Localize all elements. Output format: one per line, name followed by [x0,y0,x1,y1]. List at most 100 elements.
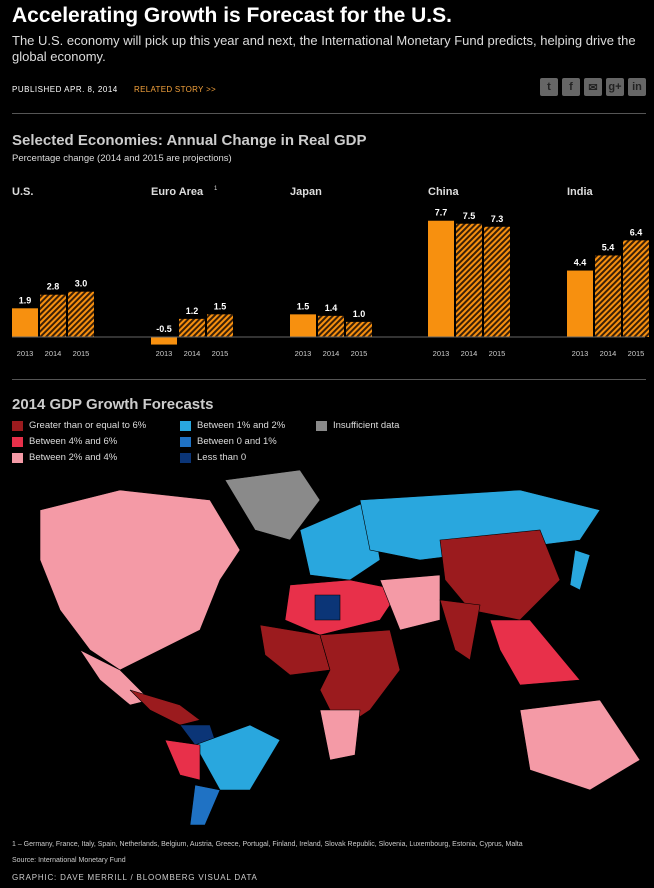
credit: GRAPHIC: DAVE MERRILL / BLOOMBERG VISUAL… [12,873,258,882]
legend-swatch [12,436,23,447]
bar [179,318,205,337]
data-label: 1.0 [353,309,366,319]
region-north-america [39,489,241,671]
tick-label: 2015 [628,349,645,358]
region-brazil [194,724,281,791]
source: Source: International Monetary Fund [12,857,126,864]
legend-label: Insufficient data [333,420,400,431]
bar [290,314,316,337]
email-icon[interactable]: ✉ [584,78,602,96]
data-label: 6.4 [630,227,643,237]
data-label: 2.8 [47,282,60,292]
legend-label: Between 0 and 1% [197,436,277,447]
legend-item: Between 1% and 2% [180,420,285,431]
legend-item: Greater than or equal to 6% [12,420,146,431]
tick-label: 2013 [572,349,589,358]
page-title: Accelerating Growth is Forecast for the … [12,4,452,27]
chart-title: Selected Economies: Annual Change in Rea… [12,132,367,149]
region-libya [314,594,341,621]
group-label: U.S. [12,186,33,198]
data-label: 4.4 [574,258,587,268]
bar [456,223,482,337]
region-central-america [129,689,201,726]
legend-swatch [180,436,191,447]
legend-item: Between 4% and 6% [12,436,117,447]
bar [40,294,66,337]
tick-label: 2014 [45,349,62,358]
legend-label: Between 1% and 2% [197,420,286,431]
data-label: 7.7 [435,208,448,218]
region-north-africa [284,579,401,636]
group-label: Euro Area [151,186,204,198]
region-australia [519,699,641,791]
bar [567,270,593,337]
bar [318,315,344,337]
tick-label: 2014 [461,349,478,358]
divider [12,113,646,114]
tick-label: 2015 [212,349,229,358]
data-label: 1.9 [19,295,32,305]
legend-swatch [180,452,191,463]
region-europe [299,499,381,581]
tick-label: 2015 [73,349,90,358]
published-label: PUBLISHED [12,85,62,94]
bar [12,308,38,337]
legend-label: Between 4% and 6% [29,436,118,447]
bar [484,226,510,337]
region-india [439,599,481,661]
bar-chart: U.S. 1.9 2013 2.8 2014 3.0 2015 Euro Area 1 -0.5 2… [12,186,649,358]
group-label: Japan [290,186,322,198]
google-plus-icon[interactable]: g+ [606,78,624,96]
legend-swatch [12,420,23,431]
twitter-icon[interactable]: t [540,78,558,96]
legend-swatch [180,420,191,431]
legend-label: Greater than or equal to 6% [29,420,147,431]
divider [12,379,646,380]
related-story-link[interactable]: RELATED STORY >> [134,85,217,94]
data-label: -0.5 [156,324,172,334]
footnote: 1 – Germany, France, Italy, Spain, Nethe… [12,841,523,848]
region-southeast-asia [489,619,581,686]
footnote-mark: 1 [214,186,218,192]
bar [428,220,454,337]
linkedin-icon[interactable]: in [628,78,646,96]
group-label: India [567,186,594,198]
region-argentina [189,784,221,825]
data-label: 1.4 [325,303,338,313]
facebook-icon[interactable]: f [562,78,580,96]
tick-label: 2013 [433,349,450,358]
bar [346,321,372,337]
tick-label: 2014 [323,349,340,358]
map-title: 2014 GDP Growth Forecasts [12,396,214,413]
data-label: 1.5 [297,301,310,311]
data-label: 7.5 [463,211,476,221]
published-info: PUBLISHED APR. 8, 2014 [12,85,118,94]
tick-label: 2015 [489,349,506,358]
social-buttons: t f ✉ g+ in [540,78,646,96]
legend-swatch [12,452,23,463]
bar [623,240,649,337]
data-label: 5.4 [602,242,615,252]
tick-label: 2014 [600,349,617,358]
legend-label: Between 2% and 4% [29,452,118,463]
legend-item: Insufficient data [316,420,399,431]
bar [151,337,177,345]
data-label: 3.0 [75,279,88,289]
bar [207,314,233,337]
data-label: 7.3 [491,214,504,224]
tick-label: 2014 [184,349,201,358]
tick-label: 2013 [17,349,34,358]
legend-swatch [316,420,327,431]
tick-label: 2013 [295,349,312,358]
world-map [39,470,641,825]
legend-item: Less than 0 [180,452,246,463]
bar [68,291,94,337]
bar [595,255,621,337]
region-greenland [224,470,321,541]
published-date: APR. 8, 2014 [64,85,118,94]
tick-label: 2015 [351,349,368,358]
group-label: China [428,186,459,198]
tick-label: 2013 [156,349,173,358]
legend-item: Between 0 and 1% [180,436,277,447]
region-middle-east [379,574,441,631]
